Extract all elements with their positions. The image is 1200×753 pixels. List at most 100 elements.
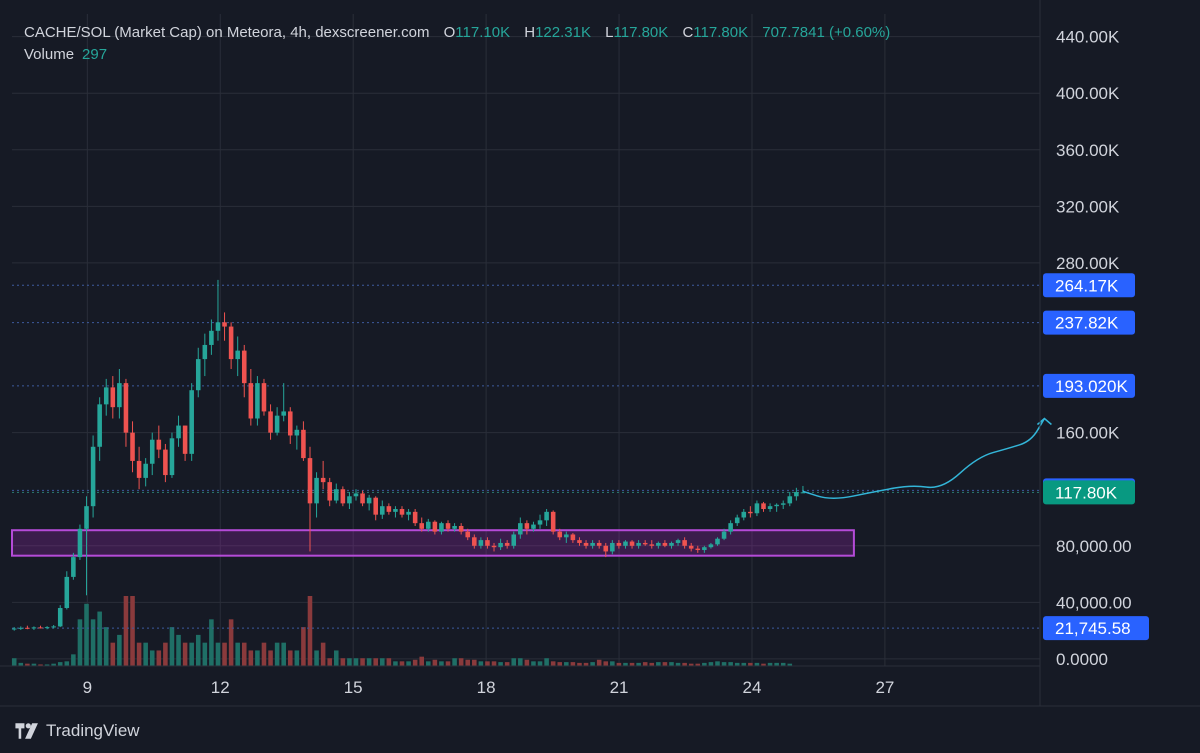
axes: 440.00K 400.00K 360.00K 320.00K 280.00K 160.0… xyxy=(0,0,1200,707)
candle-body-51 xyxy=(347,496,352,504)
volume-bar-59 xyxy=(399,661,405,666)
candle-body-97 xyxy=(649,544,655,546)
candle-body-47 xyxy=(320,477,326,483)
candle-body-14 xyxy=(103,387,109,405)
volume-bar-47 xyxy=(320,642,326,666)
volume-bar-4 xyxy=(38,664,43,666)
price-label-4: 117.80K xyxy=(1055,483,1118,502)
volume-bar-40 xyxy=(274,642,280,666)
y-tick-label-6: 80,000.00 xyxy=(1056,537,1132,556)
volume-bar-30 xyxy=(209,619,214,666)
candle-body-84 xyxy=(564,534,569,538)
volume-bar-41 xyxy=(281,642,286,666)
volume-bar-78 xyxy=(524,659,530,666)
volume-bar-52 xyxy=(353,658,359,666)
candle-body-53 xyxy=(360,493,365,504)
volume-bar-80 xyxy=(537,661,543,666)
volume-bar-23 xyxy=(163,642,168,666)
y-tick-label-8: 0.0000 xyxy=(1056,650,1108,669)
volume-bar-93 xyxy=(623,662,628,666)
volume-bar-101 xyxy=(675,662,681,666)
high-label: H xyxy=(524,24,536,41)
candle-body-112 xyxy=(748,511,753,514)
volume-bar-85 xyxy=(570,662,576,666)
candle-body-60 xyxy=(406,511,411,515)
volume-bar-99 xyxy=(662,662,668,666)
volume-bar-111 xyxy=(741,662,747,666)
volume-bar-69 xyxy=(465,659,471,666)
volume-bar-56 xyxy=(380,658,385,666)
candle-body-44 xyxy=(301,429,306,459)
candle-body-3 xyxy=(31,627,37,629)
candle-body-65 xyxy=(439,523,444,532)
candle-body-70 xyxy=(472,537,477,546)
candle-body-82 xyxy=(550,511,556,532)
price-label-bg-1 xyxy=(1043,310,1135,335)
volume-bar-81 xyxy=(544,658,549,666)
volume-bar-32 xyxy=(222,642,227,666)
candle-body-110 xyxy=(734,517,740,524)
volume-bar-34 xyxy=(235,642,240,666)
projection-curve xyxy=(802,418,1046,499)
volume-bar-83 xyxy=(557,662,563,666)
volume-bar-3 xyxy=(31,663,37,666)
price-label-bg-4 xyxy=(1043,480,1135,505)
candle-body-80 xyxy=(537,520,543,525)
candle-body-90 xyxy=(603,545,609,552)
candle-body-120 xyxy=(800,492,806,494)
change-value: 707.7841 (+0.60%) xyxy=(762,24,891,41)
volume-legend: Volume 297 xyxy=(24,46,107,63)
candle-body-102 xyxy=(682,540,687,546)
low-value: 117.80K xyxy=(613,24,669,41)
volume-bar-25 xyxy=(176,634,181,666)
candle-body-37 xyxy=(255,383,260,419)
volume-bar-104 xyxy=(695,663,701,666)
x-tick-label-6: 27 xyxy=(875,678,894,697)
candle-body-31 xyxy=(215,322,221,331)
branding[interactable]: TradingView xyxy=(14,721,140,741)
candle-body-18 xyxy=(130,432,135,461)
candle-body-104 xyxy=(695,548,701,551)
y-tick-label-2: 360.00K xyxy=(1056,141,1120,160)
grid-lines xyxy=(12,14,1040,666)
price-label-1: 237.82K xyxy=(1055,314,1119,333)
price-labels: 264.17K237.82K193.020K119.14K117.80K21,7… xyxy=(1043,273,1149,641)
volume-bar-118 xyxy=(787,663,793,666)
candle-body-76 xyxy=(511,534,517,546)
candles xyxy=(11,279,806,631)
volume-bar-24 xyxy=(169,627,175,666)
candle-body-88 xyxy=(590,542,595,546)
volume-bar-82 xyxy=(550,661,556,666)
volume-bar-86 xyxy=(577,662,582,666)
open-label: O xyxy=(443,24,456,41)
volume-bar-61 xyxy=(412,659,418,666)
candle-body-22 xyxy=(156,439,162,450)
price-label-0: 264.17K xyxy=(1055,276,1119,295)
volume-bar-9 xyxy=(71,654,76,666)
volume-bar-110 xyxy=(734,662,740,666)
volume-bar-106 xyxy=(708,662,714,666)
volume-bar-74 xyxy=(498,662,503,666)
candle-body-34 xyxy=(235,350,240,360)
volume-bar-29 xyxy=(202,642,208,666)
volume-bar-62 xyxy=(419,656,425,666)
volume-bar-72 xyxy=(485,661,490,666)
volume-bar-65 xyxy=(439,661,444,666)
candle-body-96 xyxy=(642,542,648,545)
volume-bar-98 xyxy=(656,662,661,666)
candle-body-117 xyxy=(780,503,786,505)
volume-bar-6 xyxy=(51,663,56,666)
volume-bar-16 xyxy=(117,634,122,666)
volume-bar-92 xyxy=(616,662,622,666)
x-tick-label-0: 9 xyxy=(83,678,92,697)
volume-bar-12 xyxy=(90,619,96,666)
candle-body-118 xyxy=(787,496,793,504)
volume-bar-89 xyxy=(596,659,602,666)
candle-body-56 xyxy=(380,506,385,515)
price-label-bg-0 xyxy=(1043,273,1135,298)
volume-bar-96 xyxy=(642,662,648,666)
candle-body-13 xyxy=(97,404,102,447)
volume-bar-51 xyxy=(347,658,352,666)
volume-bar-95 xyxy=(636,662,641,666)
